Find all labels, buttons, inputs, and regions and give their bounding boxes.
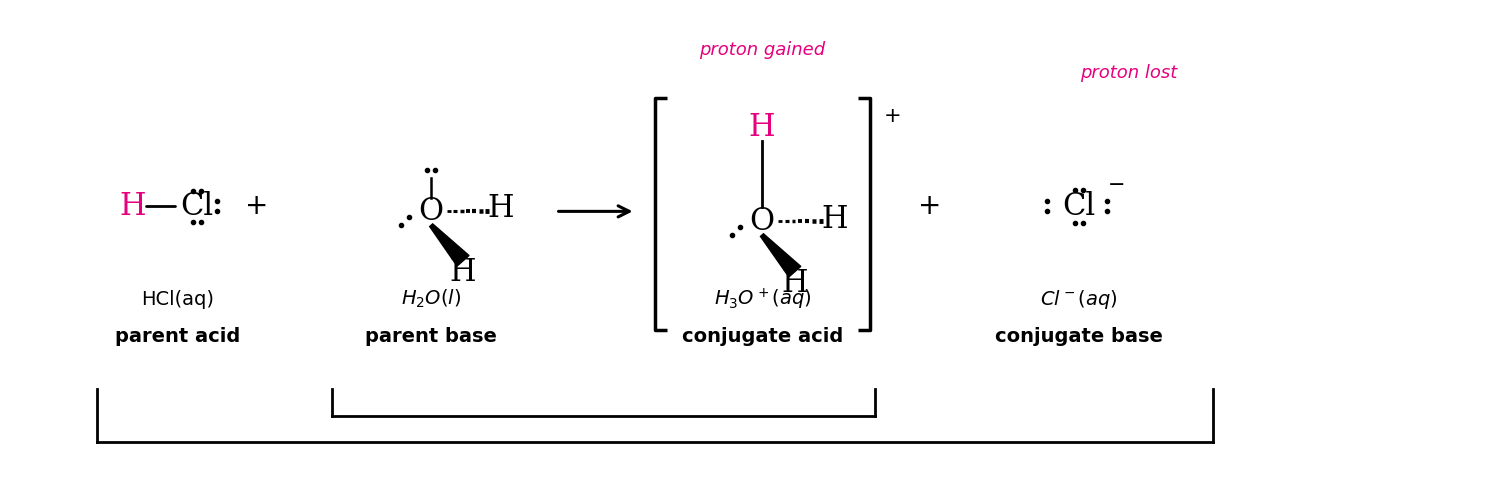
Text: $Cl^-(aq)$: $Cl^-(aq)$ bbox=[1040, 288, 1118, 311]
Text: proton lost: proton lost bbox=[1080, 64, 1178, 82]
Text: H: H bbox=[782, 268, 808, 299]
Text: HCl(aq): HCl(aq) bbox=[141, 290, 213, 309]
Polygon shape bbox=[429, 224, 470, 266]
Text: conjugate acid: conjugate acid bbox=[682, 328, 843, 347]
Text: $H_3O^+(aq)$: $H_3O^+(aq)$ bbox=[714, 287, 812, 312]
Text: H: H bbox=[450, 257, 477, 288]
Text: H: H bbox=[822, 204, 848, 235]
Text: parent base: parent base bbox=[364, 328, 496, 347]
Text: parent acid: parent acid bbox=[114, 328, 240, 347]
Text: Cl: Cl bbox=[180, 191, 213, 222]
Text: +: + bbox=[884, 105, 902, 125]
Text: −: − bbox=[1108, 174, 1125, 195]
Text: $H_2O(l)$: $H_2O(l)$ bbox=[400, 288, 462, 311]
Text: O: O bbox=[419, 196, 444, 227]
Text: H: H bbox=[118, 191, 146, 222]
Text: +: + bbox=[918, 192, 940, 221]
Text: H: H bbox=[488, 193, 514, 224]
Text: +: + bbox=[244, 192, 268, 221]
Text: conjugate base: conjugate base bbox=[994, 328, 1162, 347]
Text: H: H bbox=[748, 112, 776, 143]
Polygon shape bbox=[760, 234, 801, 277]
Text: Cl: Cl bbox=[1062, 191, 1095, 222]
Text: O: O bbox=[750, 206, 774, 237]
Text: proton gained: proton gained bbox=[699, 41, 825, 59]
